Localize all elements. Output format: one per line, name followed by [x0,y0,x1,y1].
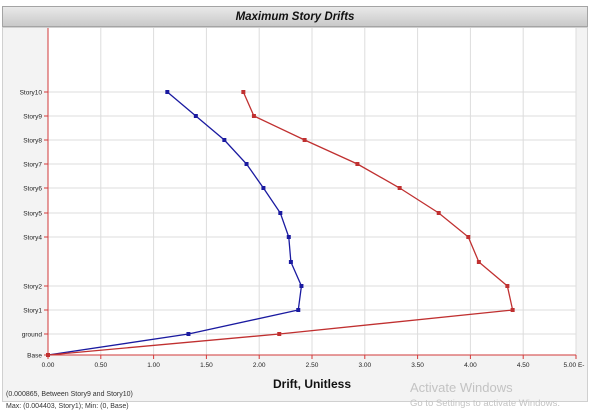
data-point-marker [466,235,471,239]
x-tick-label: 0.50 [94,362,107,369]
data-point-marker [277,332,282,336]
data-point-marker [286,235,291,239]
data-point-marker [296,308,301,312]
x-tick-label: 2.50 [306,362,319,369]
y-tick-label: ground [22,332,43,339]
data-point-marker [186,332,191,336]
x-tick-label: 4.50 [517,362,530,369]
watermark-subtitle: Go to Settings to activate Windows. [410,398,560,409]
data-point-marker [222,138,227,142]
y-tick-label: Story6 [23,186,42,193]
chart-title: Maximum Story Drifts [235,10,355,23]
data-point-marker [355,162,360,166]
grid-lines [48,28,577,355]
y-tick-label: Story4 [23,235,42,242]
series-line-2 [47,91,514,356]
data-point-marker [397,186,402,190]
x-tick-label: 2.00 [253,362,266,369]
y-tick-label: Story5 [23,211,42,218]
data-point-marker [251,114,256,118]
x-tick-label: 3.50 [411,362,424,369]
y-tick-label: Base [27,353,42,360]
series-line-1 [47,91,303,356]
data-point-marker [302,138,307,142]
x-tick-label: 0.00 [42,362,55,369]
data-point-marker [261,186,266,190]
x-tick-labels: 0.00 0.50 1.00 1.50 2.00 2.50 3.00 3.50 4.00 4.50… [42,355,585,369]
data-point-marker [299,284,304,288]
data-point-marker [241,90,246,94]
series-layer [46,90,515,357]
y-tick-label: Story7 [23,162,42,169]
y-tick-label: Story10 [20,90,43,97]
x-tick-label: 1.50 [200,362,213,369]
y-tick-label: Story2 [23,284,42,291]
chart-title-bar: Maximum Story Drifts [2,6,588,27]
x-tick-label: 3.00 [358,362,371,369]
data-point-marker [510,308,515,312]
x-tick-label: 5.00 E- [564,362,585,369]
y-tick-label: Story1 [23,308,42,315]
data-point-marker [165,90,170,94]
story-drift-chart: Base ground Story1 Story2 Story4 Story5 Story6… [20,28,585,391]
data-point-marker [278,211,283,215]
data-point-marker [288,260,293,264]
status-line-maxmin: Max: (0.004403, Story1); Min: (0, Base) [6,403,129,410]
data-point-marker [193,114,198,118]
x-axis-label: Drift, Unitless [273,377,351,391]
y-tick-label: Story8 [23,138,42,145]
x-tick-label: 4.00 [464,362,477,369]
data-point-marker [476,260,481,264]
x-tick-label: 1.00 [147,362,160,369]
data-point-marker [505,284,510,288]
data-point-marker [244,162,249,166]
data-point-marker [46,353,50,357]
status-line-cursor: (0.000865, Between Story9 and Story10) [6,391,133,398]
y-tick-labels: Base ground Story1 Story2 Story4 Story5 Story6… [20,90,48,360]
data-point-marker [436,211,441,215]
watermark-title: Activate Windows [410,380,513,395]
y-tick-label: Story9 [23,114,42,121]
plot-frame: Base ground Story1 Story2 Story4 Story5 Story6… [2,27,588,402]
